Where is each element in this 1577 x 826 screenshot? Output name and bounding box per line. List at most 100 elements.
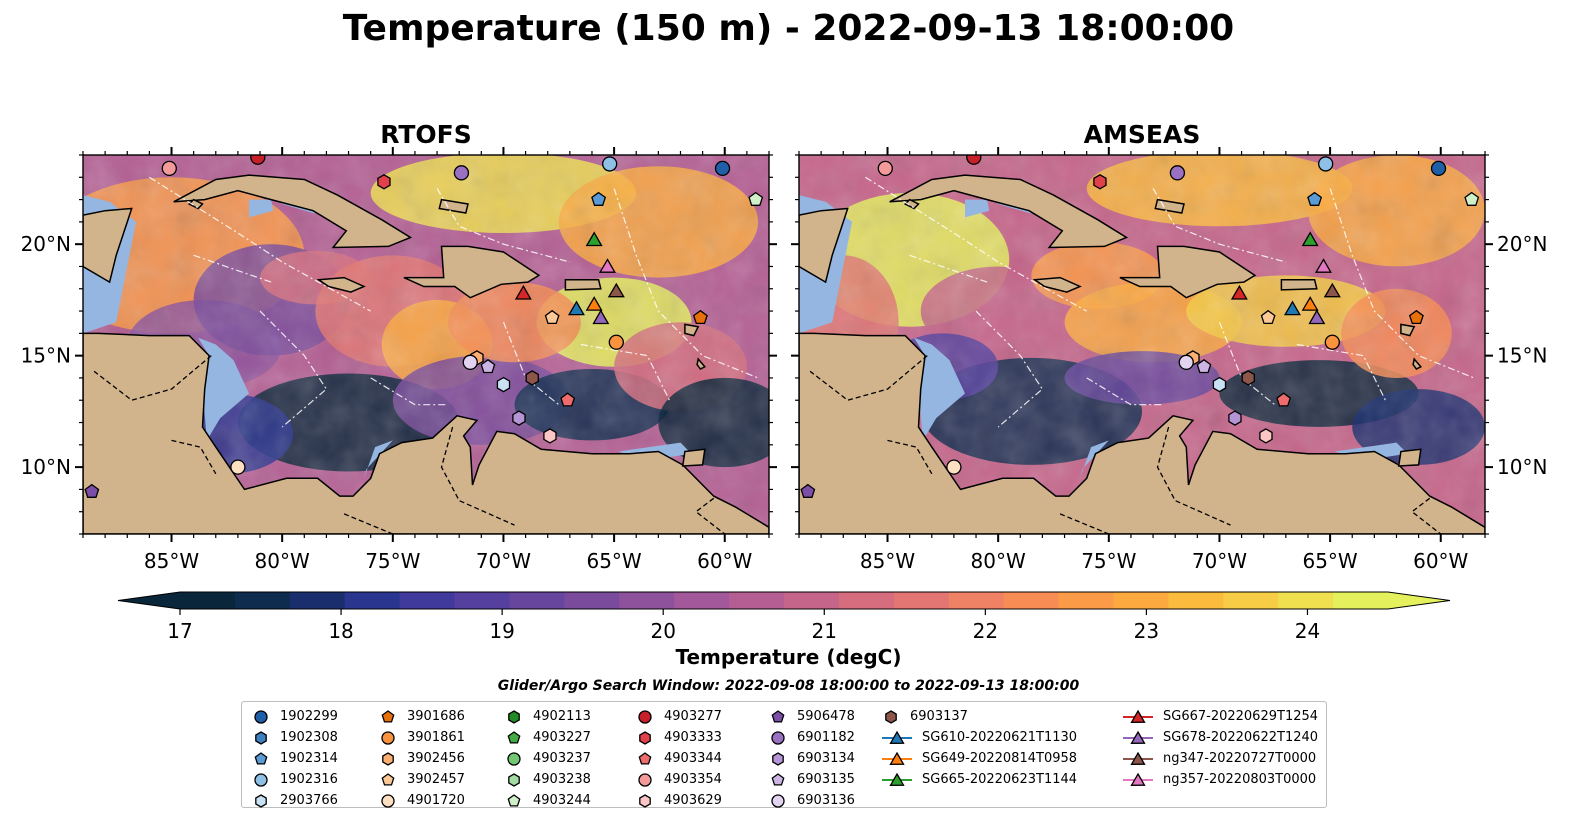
platform-marker-SG610-20220621T1130	[1283, 300, 1301, 316]
colorbar-segment	[838, 592, 895, 609]
land-area	[1154, 198, 1185, 214]
legend-marker-icon	[381, 772, 395, 786]
colorbar-segment	[674, 592, 730, 609]
land-area	[1032, 276, 1082, 293]
legend-label: 4903244	[533, 793, 591, 808]
legend-entry: 4903238	[505, 769, 591, 790]
platform-marker-1902316	[1318, 156, 1334, 172]
legend-marker-icon	[771, 772, 785, 786]
country-border	[1156, 426, 1231, 526]
platform-marker-SG678-20220622T1240	[592, 309, 610, 325]
colorbar-segment	[1333, 592, 1389, 609]
colorbar-extend-min	[118, 592, 180, 609]
legend-marker-icon	[507, 793, 521, 807]
legend-marker-icon	[254, 751, 268, 765]
platform-marker-SG610-20220621T1130	[567, 300, 585, 316]
rtofs-map[interactable]: 85°W 80°W 75°W 70°W 65°W 60°W 20°N 15°N 10°N	[21, 147, 792, 573]
platform-marker-3901861	[1324, 334, 1340, 350]
legend-entry: SG610-20220621T1130	[882, 727, 1077, 748]
eez-boundary	[975, 310, 1044, 428]
legend-column: 4903277 4903333 4903344 4903354 4903629	[636, 706, 722, 811]
colorbar-label: Temperature (degC)	[675, 645, 902, 669]
legend-label: 3901861	[407, 730, 465, 745]
land-area	[1412, 357, 1422, 370]
legend-marker-icon	[771, 793, 785, 808]
land-area	[187, 198, 204, 210]
legend-marker-icon	[1123, 751, 1153, 765]
platform-marker-2903766	[1212, 376, 1227, 393]
legend-label: 2903766	[280, 793, 338, 808]
legend-column: 1902299 1902308 1902314 1902316 2903766	[252, 706, 338, 811]
platform-marker-4903629	[543, 428, 557, 444]
legend-entry: 4903277	[636, 706, 722, 727]
legend-marker-icon	[882, 730, 912, 744]
legend-label: 1902308	[280, 730, 338, 745]
legend-label: 4903227	[533, 730, 591, 745]
platform-marker-3901861	[608, 334, 624, 350]
platform-marker-3901686	[1408, 309, 1424, 325]
lon-tick-label: 65°W	[1302, 549, 1357, 573]
lat-tick-label: 15°N	[1497, 344, 1547, 368]
land-area	[316, 276, 366, 293]
lat-tick-label: 10°N	[1497, 455, 1547, 479]
legend: 1902299 1902308 1902314 1902316 2903766 39016…	[241, 701, 1327, 808]
colorbar-segment	[729, 592, 785, 609]
platform-marker-6903137	[525, 370, 539, 386]
colorbar-tick-label: 18	[328, 619, 353, 643]
colorbar-segment	[180, 592, 236, 609]
lon-tick-label: 70°W	[1192, 549, 1247, 573]
legend-marker-icon	[771, 709, 785, 723]
lon-tick-label: 65°W	[586, 549, 641, 573]
legend-entry: 4903244	[505, 790, 591, 811]
amseas-map[interactable]: 85°W 80°W 75°W 70°W 65°W 60°W 20°N 15°N 10°N	[788, 147, 1547, 573]
legend-entry: 1902308	[252, 727, 338, 748]
platform-marker-5906478	[84, 483, 100, 498]
platform-marker-1902314	[591, 191, 607, 206]
legend-marker-icon	[508, 772, 520, 787]
land-area	[403, 245, 541, 299]
eez-boundary	[149, 176, 371, 312]
legend-entry: 2903766	[252, 790, 338, 811]
land-area	[564, 279, 602, 291]
legend-marker-icon	[508, 709, 520, 724]
legend-entry: 1902316	[252, 769, 338, 790]
legend-marker-icon	[1123, 772, 1153, 786]
platform-marker-4903333	[1093, 174, 1107, 190]
legend-entry: 4903354	[636, 769, 722, 790]
legend-label: 1902314	[280, 751, 338, 766]
colorbar-segment	[1223, 592, 1279, 609]
platform-marker-4903244	[748, 191, 764, 206]
colorbar-segment	[1003, 592, 1059, 609]
legend-entry: 4903344	[636, 748, 722, 769]
legend-entry: 4903237	[505, 748, 591, 769]
legend-marker-icon	[885, 709, 897, 724]
legend-marker-icon	[638, 772, 652, 787]
legend-entry: SG649-20220814T0958	[882, 748, 1077, 769]
map-frame	[82, 154, 770, 535]
legend-column: 4902113 4903227 4903237 4903238 4903244	[505, 706, 591, 811]
legend-label: 5906478	[797, 709, 855, 724]
eez-boundary	[502, 321, 560, 406]
legend-entry: 1902314	[252, 748, 338, 769]
platform-marker-ng347-20220727T0000	[1323, 282, 1341, 298]
platform-marker-6901182	[1169, 165, 1186, 181]
platform-marker-2903766	[496, 376, 511, 393]
platform-marker-1902314	[1307, 191, 1323, 206]
platform-marker-4903244	[1464, 191, 1480, 206]
colorbar-tick-label: 21	[812, 619, 837, 643]
legend-marker-icon	[255, 730, 267, 745]
legend-entry: SG678-20220622T1240	[1123, 727, 1318, 748]
platform-marker-1902316	[602, 156, 618, 172]
legend-marker-icon	[882, 751, 912, 765]
legend-label: 1902299	[280, 709, 338, 724]
eez-boundary	[1086, 377, 1165, 406]
lon-tick-label: 60°W	[697, 549, 752, 573]
legend-label: 4903238	[533, 772, 591, 787]
platform-marker-SG649-20220814T0958	[1301, 296, 1319, 311]
legend-label: 4903237	[533, 751, 591, 766]
lat-tick-label: 10°N	[21, 455, 71, 479]
lon-tick-label: 80°W	[255, 549, 310, 573]
eez-boundary	[909, 254, 988, 283]
platform-marker-ng347-20220727T0000	[607, 282, 625, 298]
colorbar-extend-max	[1388, 592, 1450, 609]
